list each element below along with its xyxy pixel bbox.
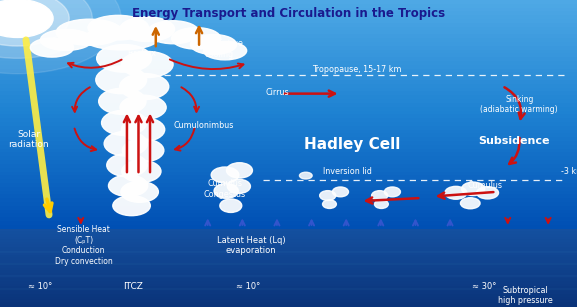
Ellipse shape	[477, 187, 499, 199]
Text: Subtropical
high pressure: Subtropical high pressure	[498, 286, 552, 305]
Ellipse shape	[113, 196, 150, 216]
Ellipse shape	[120, 95, 166, 120]
Text: Firebox: Firebox	[127, 49, 156, 58]
Ellipse shape	[88, 15, 148, 40]
Ellipse shape	[299, 172, 312, 179]
Text: ≈ 10°: ≈ 10°	[236, 282, 260, 291]
Ellipse shape	[374, 200, 388, 208]
Ellipse shape	[96, 45, 151, 72]
Ellipse shape	[30, 38, 73, 57]
Ellipse shape	[56, 19, 122, 45]
Ellipse shape	[460, 198, 480, 209]
Ellipse shape	[40, 29, 92, 50]
Circle shape	[0, 0, 92, 58]
Text: Cumulus
Congestus: Cumulus Congestus	[204, 179, 246, 199]
Ellipse shape	[119, 73, 168, 99]
Ellipse shape	[211, 167, 239, 183]
Text: Radiative
cooling: Radiative cooling	[205, 39, 243, 59]
Circle shape	[0, 0, 53, 37]
Ellipse shape	[190, 34, 237, 54]
Circle shape	[0, 0, 121, 74]
Text: Solar
radiation: Solar radiation	[9, 130, 49, 150]
Text: Sinking
(adiabatic warming): Sinking (adiabatic warming)	[481, 95, 558, 114]
Ellipse shape	[121, 51, 173, 78]
Text: Sensible Heat
(CₚT)
Conduction
Dry convection: Sensible Heat (CₚT) Conduction Dry conve…	[55, 226, 113, 266]
Ellipse shape	[372, 191, 388, 200]
Text: ≈ 30°: ≈ 30°	[473, 282, 497, 291]
Ellipse shape	[107, 154, 147, 177]
Ellipse shape	[227, 179, 250, 193]
Ellipse shape	[323, 200, 336, 208]
Ellipse shape	[462, 182, 485, 196]
Ellipse shape	[121, 118, 165, 142]
Ellipse shape	[99, 88, 146, 114]
Text: ITCZ: ITCZ	[123, 282, 143, 291]
Ellipse shape	[121, 181, 158, 202]
Ellipse shape	[96, 66, 147, 94]
Ellipse shape	[147, 21, 199, 44]
Ellipse shape	[104, 131, 147, 156]
Text: Cumulus: Cumulus	[467, 181, 502, 190]
Ellipse shape	[108, 175, 148, 196]
Ellipse shape	[214, 184, 238, 198]
Ellipse shape	[122, 139, 164, 162]
Text: -3 km: -3 km	[561, 167, 577, 177]
Ellipse shape	[122, 160, 161, 182]
Ellipse shape	[332, 187, 349, 197]
Text: Hadley Cell: Hadley Cell	[304, 137, 400, 152]
Ellipse shape	[320, 191, 336, 200]
Text: ≈ 10°: ≈ 10°	[28, 282, 53, 291]
Ellipse shape	[102, 110, 147, 135]
Text: Cumulonimbus: Cumulonimbus	[173, 121, 234, 130]
Ellipse shape	[445, 186, 467, 199]
Ellipse shape	[384, 187, 400, 197]
Ellipse shape	[172, 28, 220, 49]
Ellipse shape	[220, 199, 242, 212]
Ellipse shape	[203, 41, 246, 60]
Text: Tropopause, 15-17 km: Tropopause, 15-17 km	[312, 64, 401, 74]
Text: Subsidence: Subsidence	[478, 136, 549, 146]
Text: Cirrus: Cirrus	[265, 87, 289, 97]
Ellipse shape	[119, 17, 174, 41]
Circle shape	[0, 0, 69, 46]
Text: Inversion lid: Inversion lid	[323, 167, 372, 177]
Ellipse shape	[226, 163, 252, 178]
Text: Energy Transport and Circulation in the Tropics: Energy Transport and Circulation in the …	[132, 7, 445, 20]
Text: Latent Heat (Lq)
evaporation: Latent Heat (Lq) evaporation	[217, 236, 285, 255]
Ellipse shape	[84, 27, 159, 50]
